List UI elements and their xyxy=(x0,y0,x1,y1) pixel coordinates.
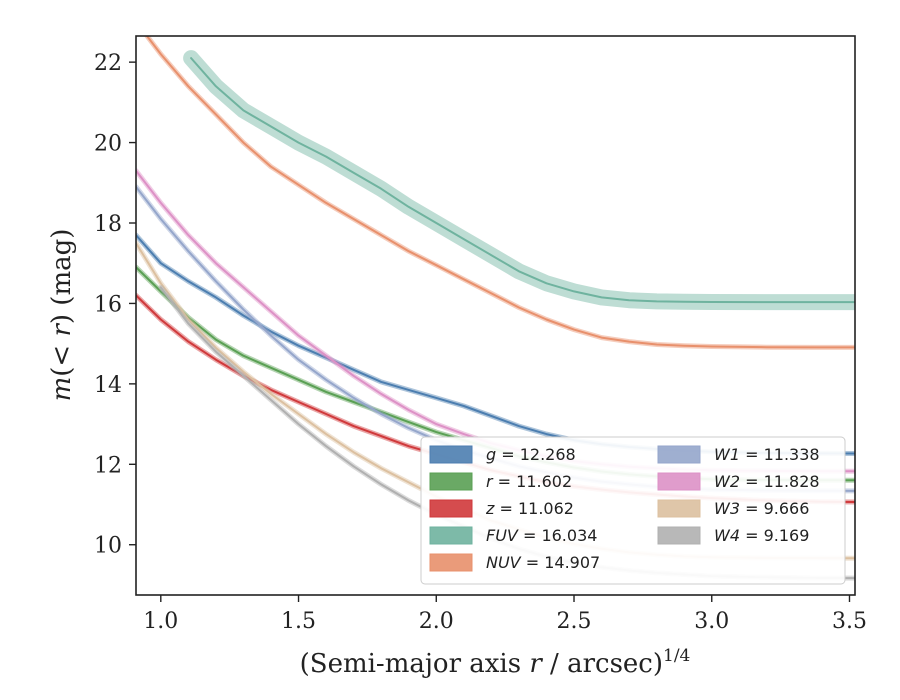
legend-label: W1 = 11.338 xyxy=(714,445,820,464)
x-tick-label: 2.5 xyxy=(557,609,592,634)
legend-swatch xyxy=(657,445,701,464)
x-tick-label: 3.5 xyxy=(832,609,867,634)
legend-entry-w4: W4 = 9.169 xyxy=(657,526,809,545)
legend-swatch xyxy=(429,553,473,572)
y-axis-title: m(< r) (mag) xyxy=(47,229,77,402)
legend-entry-nuv: NUV = 14.907 xyxy=(429,553,600,572)
legend-entry-w1: W1 = 11.338 xyxy=(657,445,820,464)
x-tick-label: 3.0 xyxy=(694,609,729,634)
legend-label: W2 = 11.828 xyxy=(714,472,820,491)
y-tick-label: 16 xyxy=(94,292,122,317)
legend-swatch xyxy=(429,526,473,545)
y-tick-label: 14 xyxy=(94,373,122,398)
legend-box xyxy=(420,436,846,585)
series-line-nuv xyxy=(146,36,855,349)
series-line-g-band xyxy=(136,232,855,456)
y-tick-label: 12 xyxy=(94,453,122,478)
legend-label: g = 12.268 xyxy=(486,445,576,464)
legend-entry-g: g = 12.268 xyxy=(429,445,576,464)
legend-label: W4 = 9.169 xyxy=(714,526,809,545)
series-line-fuv xyxy=(190,57,855,304)
series-line-g xyxy=(136,234,855,455)
legend-swatch xyxy=(429,445,473,464)
x-axis-title: (Semi-major axis r / arcsec)1/4 xyxy=(300,646,691,679)
legend-swatch xyxy=(657,499,701,518)
legend-label: NUV = 14.907 xyxy=(486,553,600,572)
legend-entry-r: r = 11.602 xyxy=(429,472,572,491)
legend-entry-fuv: FUV = 16.034 xyxy=(429,526,597,545)
series-line-w2 xyxy=(136,169,855,473)
legend-swatch xyxy=(657,526,701,545)
legend-label: W3 = 9.666 xyxy=(714,499,809,518)
y-tick-label: 10 xyxy=(94,534,122,559)
legend-label: r = 11.602 xyxy=(486,472,572,491)
y-tick-label: 20 xyxy=(94,132,122,157)
legend-label: z = 11.062 xyxy=(485,499,574,518)
legend-swatch xyxy=(657,472,701,491)
legend-entry-w2: W2 = 11.828 xyxy=(657,472,820,491)
legend: g = 12.268 r = 11.602 z = 11.062 FUV = 16.0… xyxy=(420,436,846,585)
legend-entry-w3: W3 = 9.666 xyxy=(657,499,809,518)
legend-label: FUV = 16.034 xyxy=(486,526,597,545)
legend-entry-z: z = 11.062 xyxy=(429,499,574,518)
series-line-w2-band xyxy=(136,168,855,474)
plot-frame xyxy=(135,35,856,596)
x-tick-label: 2.0 xyxy=(419,609,454,634)
legend-swatch xyxy=(429,472,473,491)
x-tick-label: 1.5 xyxy=(281,609,316,634)
y-tick-label: 18 xyxy=(94,212,122,237)
legend-swatch xyxy=(429,499,473,518)
x-tick-label: 1.0 xyxy=(143,609,178,634)
y-tick-label: 22 xyxy=(94,51,122,76)
y-axis-ticks: 10 12 14 16 18 20 22 xyxy=(94,51,136,559)
x-axis-ticks: 1.0 1.5 2.0 2.5 3.0 3.5 xyxy=(143,595,867,634)
